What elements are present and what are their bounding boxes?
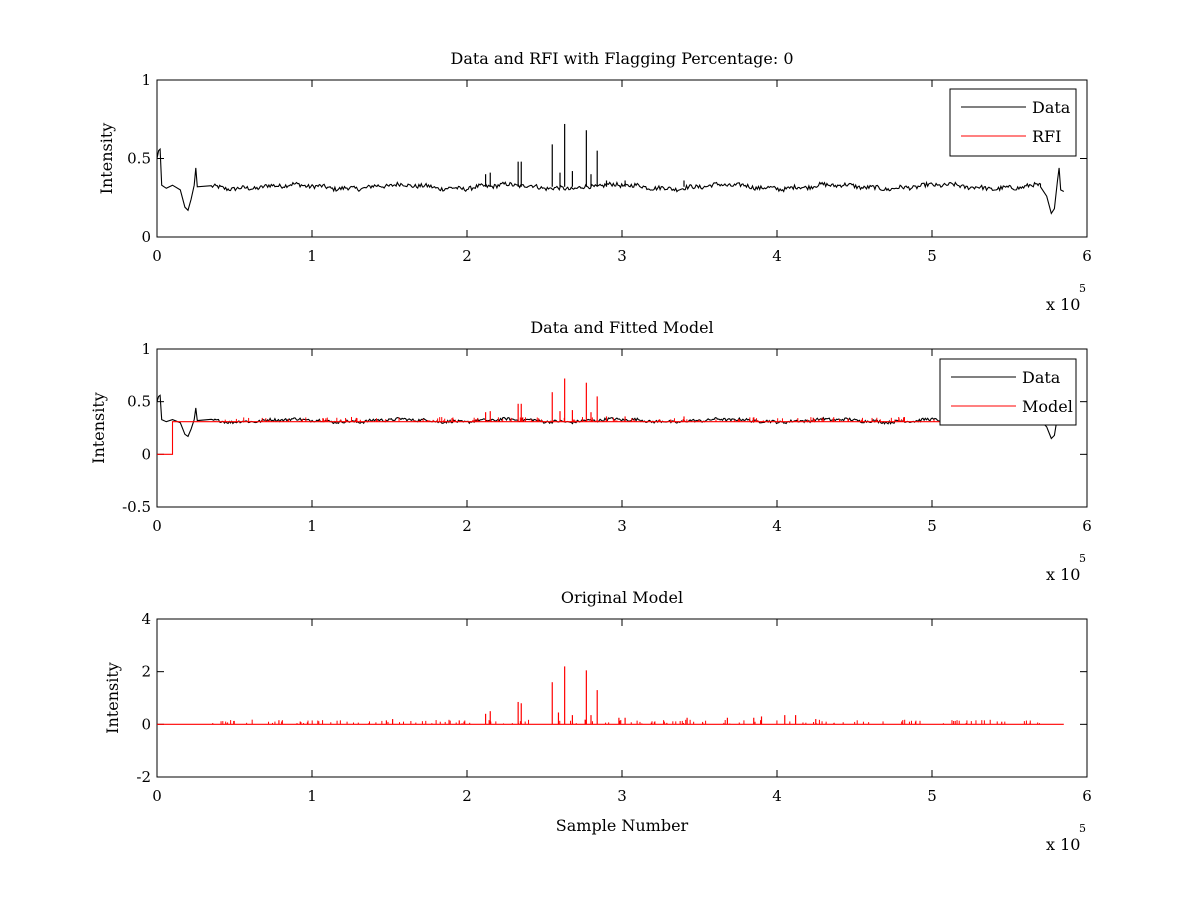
x-tick-label: 4 <box>772 247 782 265</box>
legend-label: Data <box>1022 368 1061 387</box>
x-tick-label: 3 <box>617 787 627 805</box>
chart-panel-1: Data and RFI with Flagging Percentage: 0… <box>97 49 1092 314</box>
x-axis-label: Sample Number <box>556 816 689 835</box>
x-tick-label: 0 <box>152 247 162 265</box>
legend-label: RFI <box>1032 127 1061 146</box>
y-tick-label: 0 <box>141 228 151 246</box>
x-tick-label: 2 <box>462 247 472 265</box>
x-tick-label: 5 <box>927 247 937 265</box>
x-tick-label: 6 <box>1082 787 1092 805</box>
y-tick-label: 1 <box>141 340 151 358</box>
plot-area <box>156 348 1088 508</box>
y-tick-label: 2 <box>141 663 151 681</box>
x-multiplier-exponent: 5 <box>1079 822 1086 835</box>
y-tick-label: 0.5 <box>127 150 151 168</box>
x-tick-label: 6 <box>1082 247 1092 265</box>
chart-title: Data and RFI with Flagging Percentage: 0 <box>450 49 793 68</box>
x-tick-label: 3 <box>617 517 627 535</box>
x-tick-label: 1 <box>307 247 317 265</box>
x-multiplier-label: x 10 <box>1046 835 1080 854</box>
y-tick-label: -2 <box>136 768 151 786</box>
y-tick-label: -0.5 <box>122 498 151 516</box>
x-tick-label: 4 <box>772 787 782 805</box>
x-tick-label: 2 <box>462 787 472 805</box>
plot-area <box>156 79 1088 238</box>
legend-label: Data <box>1032 98 1071 117</box>
x-multiplier-exponent: 5 <box>1079 282 1086 295</box>
series-line-data <box>157 147 1065 215</box>
x-tick-label: 2 <box>462 517 472 535</box>
y-tick-label: 0.5 <box>127 393 151 411</box>
x-multiplier-label: x 10 <box>1046 565 1080 584</box>
legend: Data Model <box>939 358 1077 426</box>
series-group <box>157 666 1064 725</box>
series-line-model <box>157 421 1064 455</box>
x-tick-label: 5 <box>927 787 937 805</box>
x-multiplier-label: x 10 <box>1046 295 1080 314</box>
x-tick-label: 1 <box>307 517 317 535</box>
plot-area <box>156 618 1088 778</box>
y-tick-label: 0 <box>141 715 151 733</box>
chart-title: Data and Fitted Model <box>530 318 713 337</box>
x-tick-label: 3 <box>617 247 627 265</box>
x-tick-label: 6 <box>1082 517 1092 535</box>
chart-title: Original Model <box>561 588 683 607</box>
x-tick-label: 1 <box>307 787 317 805</box>
y-tick-label: 1 <box>141 71 151 89</box>
y-axis-label: Intensity <box>97 123 116 195</box>
legend-box <box>949 88 1077 157</box>
x-tick-label: 0 <box>152 517 162 535</box>
x-tick-label: 0 <box>152 787 162 805</box>
x-multiplier-exponent: 5 <box>1079 552 1086 565</box>
legend-label: Model <box>1022 397 1073 416</box>
legend-box <box>939 358 1077 426</box>
y-axis-label: Intensity <box>103 662 122 734</box>
y-tick-label: 4 <box>141 610 151 628</box>
y-tick-label: 0 <box>141 445 151 463</box>
x-tick-label: 4 <box>772 517 782 535</box>
x-tick-label: 5 <box>927 517 937 535</box>
series-group <box>157 123 1065 215</box>
legend: Data RFI <box>949 88 1077 157</box>
y-axis-label: Intensity <box>89 392 108 464</box>
